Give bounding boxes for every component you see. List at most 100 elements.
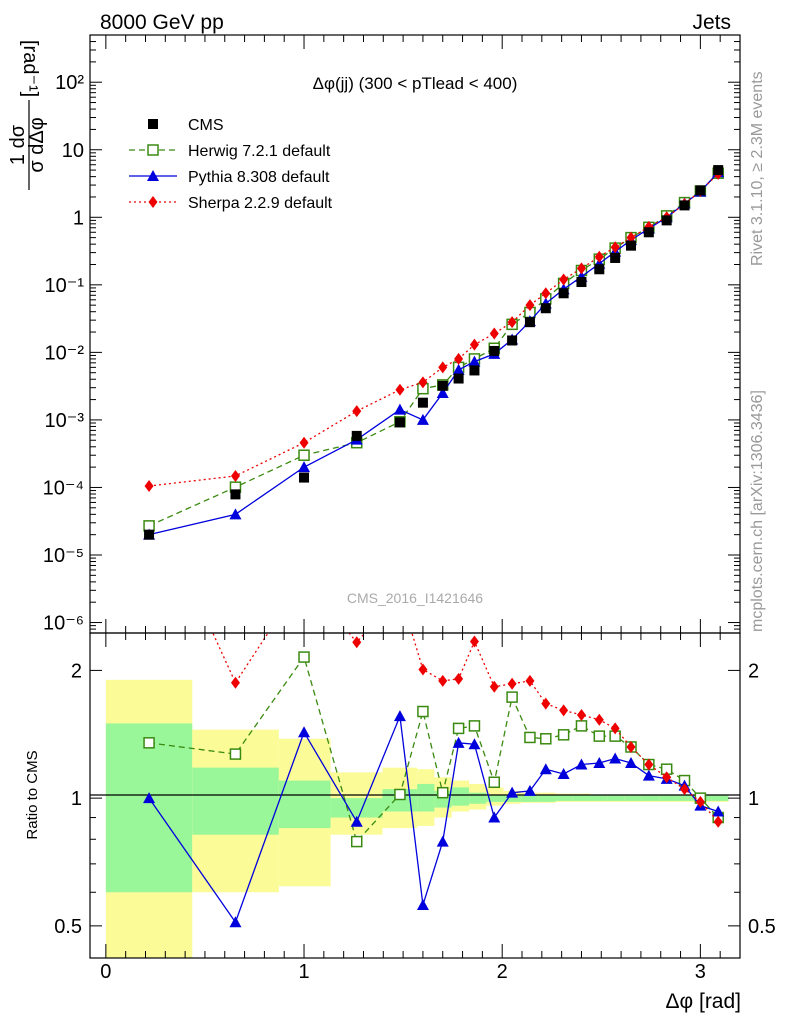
y-tick-label: 10⁻⁵	[43, 545, 84, 567]
pythia-point	[452, 736, 465, 748]
pythia-point	[452, 363, 465, 375]
band-inner	[486, 794, 504, 802]
pythia-point	[609, 752, 622, 764]
herwig-point	[452, 722, 465, 735]
band-inner	[555, 795, 573, 801]
cms-point	[643, 227, 654, 238]
cms-point	[679, 200, 690, 211]
main-ylabel: 1 dσ σ dΔφ [rad⁻¹]	[7, 40, 48, 190]
band-inner	[278, 780, 331, 829]
sherpa-point	[541, 287, 551, 300]
herwig-point	[229, 748, 242, 760]
sherpa-point	[438, 674, 448, 687]
pythia-point	[229, 508, 242, 520]
cms-point	[230, 489, 241, 500]
ratio-plot: 0.5 0.5 1 1 2 2 0 1 2 3	[54, 35, 776, 983]
band-inner	[330, 798, 383, 818]
ratio-tick-label: 0.5	[54, 916, 82, 938]
sherpa-point	[626, 740, 636, 753]
legend-label: CMS	[188, 117, 224, 134]
pythia-point	[557, 767, 570, 779]
band-inner	[641, 795, 660, 801]
sherpa-point	[626, 231, 636, 244]
cms-point	[453, 373, 464, 384]
cms-point	[417, 397, 428, 408]
sherpa-point	[489, 680, 499, 693]
y-tick-label: 1	[73, 207, 84, 229]
main-series	[143, 165, 725, 540]
legend-item-herwig: Herwig 7.2.1 default	[129, 143, 331, 160]
cms-point	[576, 277, 587, 288]
y-tick-label: 10⁻⁶	[43, 613, 84, 635]
ratio-frame	[89, 632, 741, 959]
band-inner	[469, 792, 487, 804]
ratio-uncertainty-bands	[105, 679, 729, 958]
legend-label: Herwig 7.2.1 default	[188, 143, 331, 160]
main-plot: 10⁻⁶ 10⁻⁵ 10⁻⁴ 10⁻³ 10⁻² 10⁻¹ 1 10 10² Δφ(jj) (3…	[43, 34, 741, 635]
ratio-tick-label: 2	[71, 660, 82, 682]
band-inner	[624, 795, 642, 801]
x-ticks: 0 1 2 3	[100, 35, 721, 983]
x-tick-label: 1	[298, 961, 309, 983]
sherpa-point	[454, 352, 464, 365]
cms-point	[558, 288, 569, 299]
ratio-series-clip	[143, 633, 725, 928]
sherpa-point	[525, 299, 535, 312]
pythia-point	[393, 710, 406, 722]
pythia-point	[436, 835, 449, 847]
cms-point	[626, 240, 637, 251]
sherpa-point	[438, 361, 448, 374]
sherpa-point	[610, 241, 620, 254]
herwig-point	[524, 731, 536, 744]
herwig-point	[436, 786, 449, 799]
herwig-point	[540, 733, 552, 745]
pythia-point	[468, 738, 481, 750]
pythia-point	[468, 355, 481, 367]
pythia-point	[488, 811, 501, 823]
cms-point	[148, 119, 158, 129]
band-inner	[711, 795, 729, 801]
pythia-point	[298, 461, 311, 473]
legend-label: Pythia 8.308 default	[188, 169, 330, 186]
sherpa-point	[680, 783, 690, 796]
herwig-point	[417, 705, 429, 718]
sherpa-point	[352, 636, 362, 649]
sherpa-point	[469, 635, 479, 648]
ratio-tick-label: 1	[71, 788, 82, 810]
y-tick-label: 10²	[55, 72, 84, 94]
band-inner	[538, 794, 556, 802]
cms-point	[469, 365, 480, 376]
plot-title: Δφ(jj) (300 < pTlead < 400)	[313, 74, 518, 93]
herwig-point	[593, 730, 606, 742]
legend-item-cms: CMS	[148, 117, 224, 134]
band-inner	[659, 795, 677, 801]
herwig-point	[350, 835, 363, 848]
herwig-point	[575, 720, 588, 732]
pythia-point	[143, 792, 156, 804]
legend-item-pythia: Pythia 8.308 default	[129, 169, 330, 186]
sherpa-point	[144, 480, 154, 493]
band-inner	[451, 787, 470, 806]
band-inner	[572, 795, 590, 801]
cms-point	[507, 335, 518, 346]
herwig-point	[488, 776, 501, 789]
cms-point	[144, 529, 155, 540]
sherpa-point	[418, 663, 428, 676]
sherpa-point	[454, 672, 464, 685]
sherpa-point	[610, 722, 620, 735]
herwig-line	[148, 172, 719, 527]
mcplots-label: mcplots.cern.ch [arXiv:1306.3436]	[749, 390, 766, 632]
pythia-point	[350, 815, 363, 827]
header-left: 8000 GeV pp	[100, 11, 224, 34]
pythia-point	[393, 403, 406, 415]
y-tick-label: 10⁻⁴	[43, 477, 84, 499]
cms-point	[524, 317, 535, 328]
cms-point	[437, 380, 448, 391]
band-inner	[676, 795, 694, 801]
herwig-point	[147, 144, 159, 156]
cms-point	[394, 417, 405, 428]
legend: CMS Herwig 7.2.1 default Pythia 8.308 defa…	[129, 117, 333, 212]
x-tick-label: 3	[695, 961, 706, 983]
herwig-point	[506, 691, 518, 703]
cms-point	[299, 472, 310, 483]
